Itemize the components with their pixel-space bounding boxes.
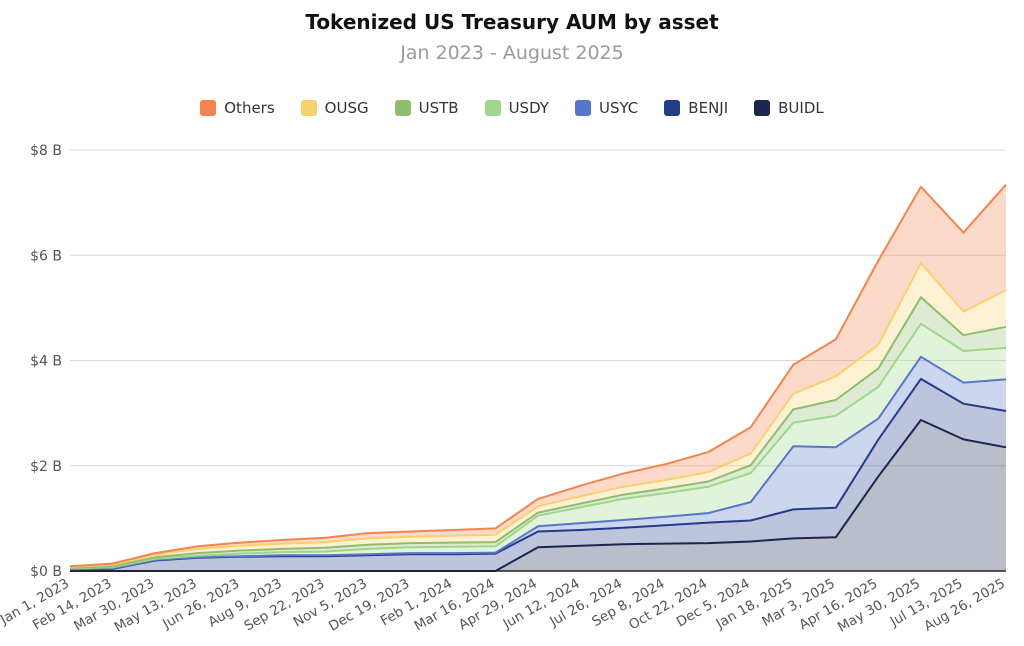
legend-item-others: Others — [200, 99, 275, 117]
y-tick-label: $6 B — [30, 248, 62, 264]
line-ousg — [69, 262, 1007, 568]
legend-item-buidl: BUIDL — [754, 99, 824, 117]
legend-label: USYC — [598, 99, 639, 117]
legend-label: OUSG — [324, 99, 369, 117]
legend-label: Others — [224, 99, 275, 117]
line-usyc — [69, 355, 1007, 571]
area-buidl — [70, 420, 1006, 571]
chart-legend: Others OUSG USTB USDY USYC BENJI BUIDL — [0, 99, 1024, 117]
area-ustb — [70, 297, 1006, 569]
line-ustb — [69, 296, 1007, 569]
legend-item-ustb: USTB — [394, 99, 459, 117]
area-benji — [70, 378, 1006, 571]
legend-item-usdy: USDY — [484, 99, 549, 117]
legend-swatch — [484, 100, 501, 116]
y-tick-label: $8 B — [30, 143, 62, 159]
legend-swatch — [574, 100, 591, 116]
line-usdy — [69, 322, 1007, 570]
legend-swatch — [300, 100, 317, 116]
grid-lines — [70, 149, 1006, 467]
line-others — [69, 184, 1007, 568]
legend-swatch — [664, 100, 681, 116]
legend-item-benji: BENJI — [664, 99, 728, 117]
legend-swatch — [394, 100, 411, 116]
legend-label: USTB — [418, 99, 459, 117]
legend-label: USDY — [508, 99, 549, 117]
legend-item-usyc: USYC — [574, 99, 639, 117]
y-tick-label: $4 B — [30, 354, 62, 370]
area-others — [70, 184, 1006, 567]
y-tick-label: $2 B — [30, 459, 62, 475]
chart-title: Tokenized US Treasury AUM by asset — [305, 10, 719, 34]
legend-label: BENJI — [688, 99, 729, 117]
y-axis-ticks: $0 B $2 B $4 B $6 B $8 B — [30, 143, 62, 580]
legend-swatch — [200, 100, 217, 116]
y-tick-label: $0 B — [30, 564, 62, 580]
legend-item-ousg: OUSG — [300, 99, 369, 117]
legend-swatch — [754, 100, 771, 116]
chart-subtitle: Jan 2023 - August 2025 — [400, 42, 624, 64]
legend-label: BUIDL — [778, 99, 824, 117]
